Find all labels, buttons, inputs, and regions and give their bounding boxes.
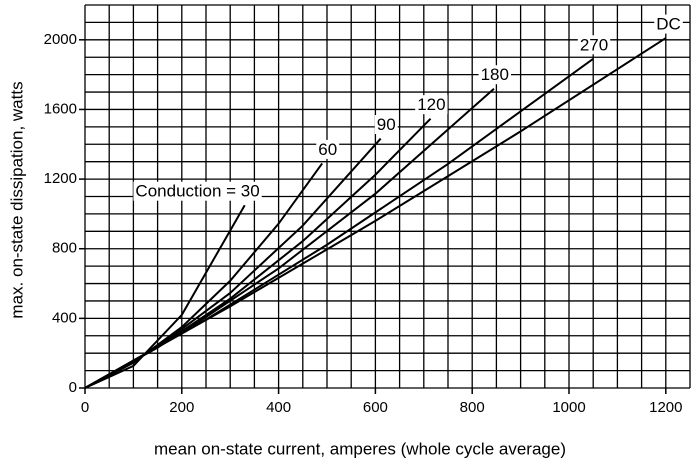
- series-line: [84, 37, 667, 389]
- series-line: [84, 162, 323, 389]
- y-tick-label: 400: [52, 309, 77, 326]
- series-line: [84, 204, 246, 389]
- x-axis-label: mean on-state current, amperes (whole cy…: [154, 439, 566, 458]
- series-label: 90: [377, 115, 396, 134]
- y-tick-label: 2000: [44, 31, 77, 48]
- label-background: [654, 14, 683, 34]
- x-tick-label: 1000: [552, 399, 585, 416]
- x-tick-label: 600: [363, 399, 388, 416]
- label-background: [133, 181, 262, 201]
- label-background: [577, 35, 611, 55]
- x-tick-label: 200: [169, 399, 194, 416]
- x-tick-label: 800: [460, 399, 485, 416]
- x-tick-label: 1200: [649, 399, 682, 416]
- series-label: DC: [656, 15, 681, 34]
- y-axis-label: max. on-state dissipation, watts: [7, 81, 26, 318]
- x-tick-label: 400: [266, 399, 291, 416]
- label-background: [316, 139, 340, 159]
- series-line: [84, 137, 382, 389]
- series-label: 120: [417, 95, 445, 114]
- series-line: [84, 57, 594, 389]
- series-label: 60: [318, 140, 337, 159]
- series-label: Conduction = 30: [135, 182, 259, 201]
- y-tick-label: 800: [52, 240, 77, 257]
- series-line: [84, 117, 432, 389]
- y-tick-label: 1200: [44, 170, 77, 187]
- label-background: [415, 95, 448, 115]
- y-tick-label: 0: [69, 379, 77, 396]
- label-background: [374, 115, 398, 135]
- series-label: 270: [580, 35, 608, 54]
- y-tick-label: 1600: [44, 100, 77, 117]
- x-tick-label: 0: [81, 399, 89, 416]
- series-label: 180: [481, 65, 509, 84]
- label-background: [478, 65, 511, 85]
